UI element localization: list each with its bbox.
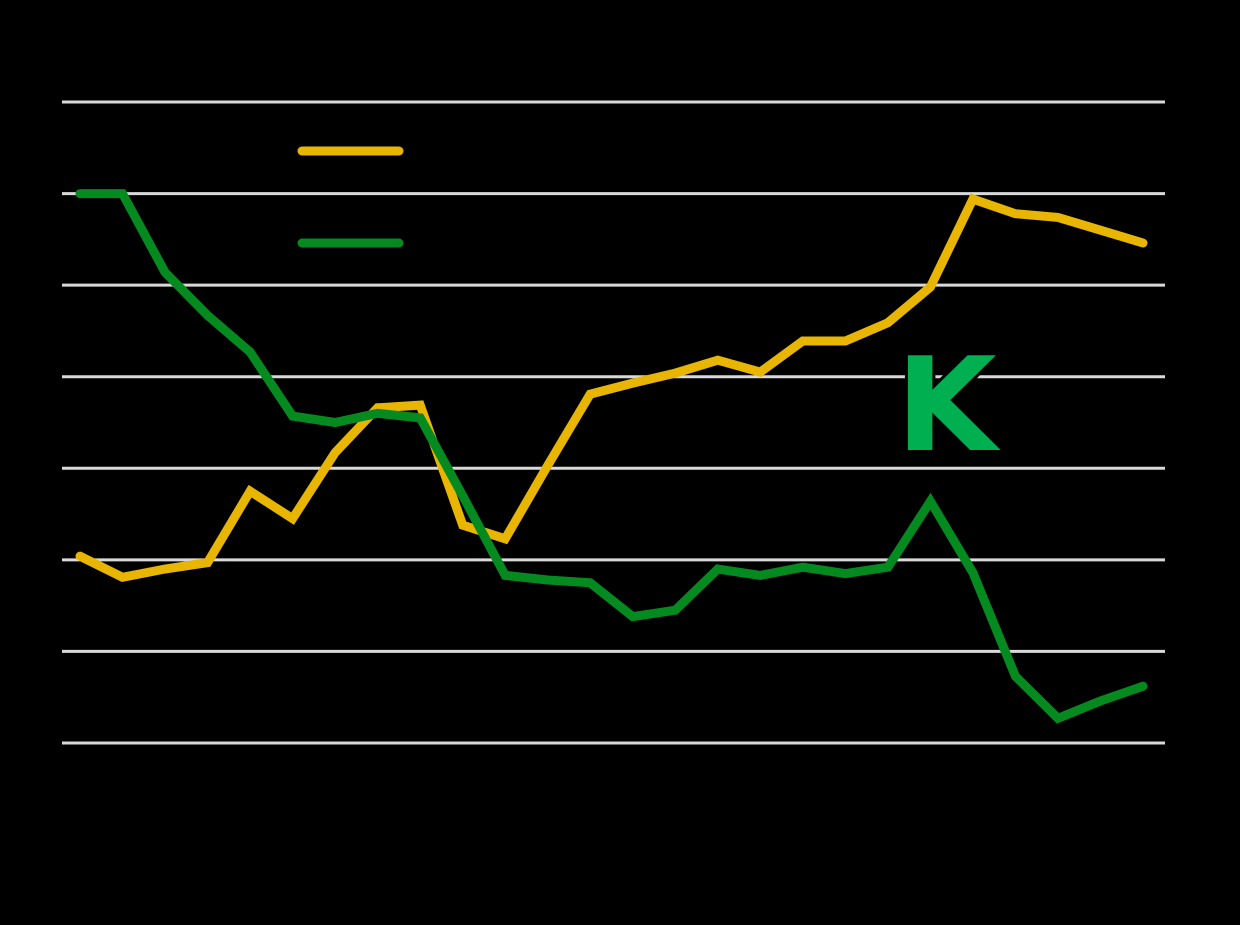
legend (297, 146, 404, 248)
k-logo: K (893, 329, 1000, 481)
series-lines (75, 189, 1148, 724)
series-line-green (75, 189, 1148, 724)
gridlines (62, 100, 1165, 745)
series-line-yellow (75, 193, 1148, 583)
